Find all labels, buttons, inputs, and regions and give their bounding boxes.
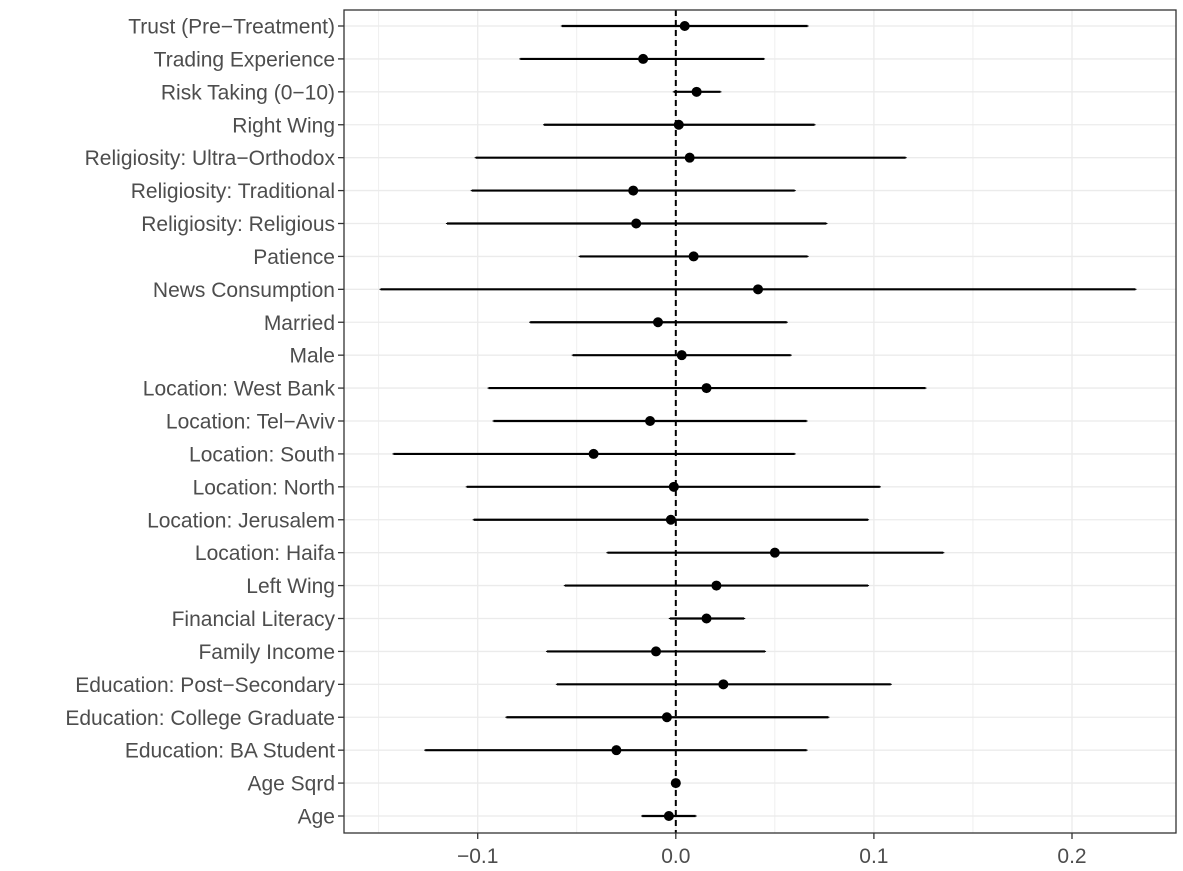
point-estimate [588, 448, 599, 459]
x-tick-label: −0.1 [457, 845, 498, 868]
x-tick-label: 0.2 [1057, 845, 1086, 868]
y-tick-label: Location: North [193, 476, 335, 499]
y-tick-label: Religiosity: Traditional [131, 180, 335, 203]
point-estimate [638, 53, 649, 64]
y-tick-label: Location: Tel−Aviv [166, 411, 336, 434]
point-estimate [611, 745, 622, 756]
y-tick-label: Patience [253, 246, 335, 269]
y-tick-label: Right Wing [232, 114, 335, 137]
point-estimate [631, 218, 642, 229]
point-estimate [673, 119, 684, 130]
point-estimate [676, 350, 687, 361]
point-estimate [679, 21, 690, 31]
point-estimate [718, 679, 729, 690]
point-estimate [711, 580, 722, 591]
y-tick-label: Age Sqrd [247, 773, 335, 796]
point-estimate [688, 251, 699, 262]
y-tick-label: Age [298, 806, 335, 829]
point-estimate [753, 284, 764, 295]
y-tick-label: Location: West Bank [143, 378, 336, 401]
point-estimate [691, 86, 702, 97]
y-tick-label: Location: South [189, 443, 335, 466]
y-tick-label: Married [264, 312, 335, 335]
point-estimate [661, 712, 672, 723]
y-tick-label: Trust (Pre−Treatment) [128, 16, 335, 39]
y-tick-label: Education: BA Student [125, 740, 335, 763]
y-tick-label: Religiosity: Religious [141, 213, 335, 236]
point-estimate [645, 416, 656, 426]
point-estimate [684, 152, 695, 163]
point-estimate [701, 613, 712, 624]
point-estimate [670, 778, 681, 789]
y-tick-label: Religiosity: Ultra−Orthodox [85, 147, 336, 170]
x-tick-label: 0.0 [661, 845, 690, 868]
y-tick-label: Education: College Graduate [65, 707, 335, 730]
point-estimate [628, 185, 639, 196]
y-tick-label: Location: Haifa [195, 542, 335, 565]
y-tick-label: Trading Experience [154, 48, 335, 71]
point-estimate [668, 481, 679, 492]
point-estimate [665, 514, 676, 525]
point-estimate [663, 811, 674, 821]
y-tick-label: Left Wing [246, 575, 335, 598]
y-tick-label: Male [289, 345, 335, 368]
y-tick-label: News Consumption [153, 279, 335, 302]
y-tick-label: Family Income [198, 641, 335, 664]
y-tick-label: Location: Jerusalem [147, 509, 335, 532]
y-tick-label: Education: Post−Secondary [75, 674, 335, 697]
x-tick-label: 0.1 [859, 845, 888, 868]
y-tick-label: Risk Taking (0−10) [161, 81, 335, 104]
point-estimate [701, 383, 712, 394]
point-estimate [651, 646, 661, 657]
point-estimate [769, 547, 780, 558]
y-tick-label: Financial Literacy [172, 608, 336, 631]
point-estimate [652, 317, 663, 328]
